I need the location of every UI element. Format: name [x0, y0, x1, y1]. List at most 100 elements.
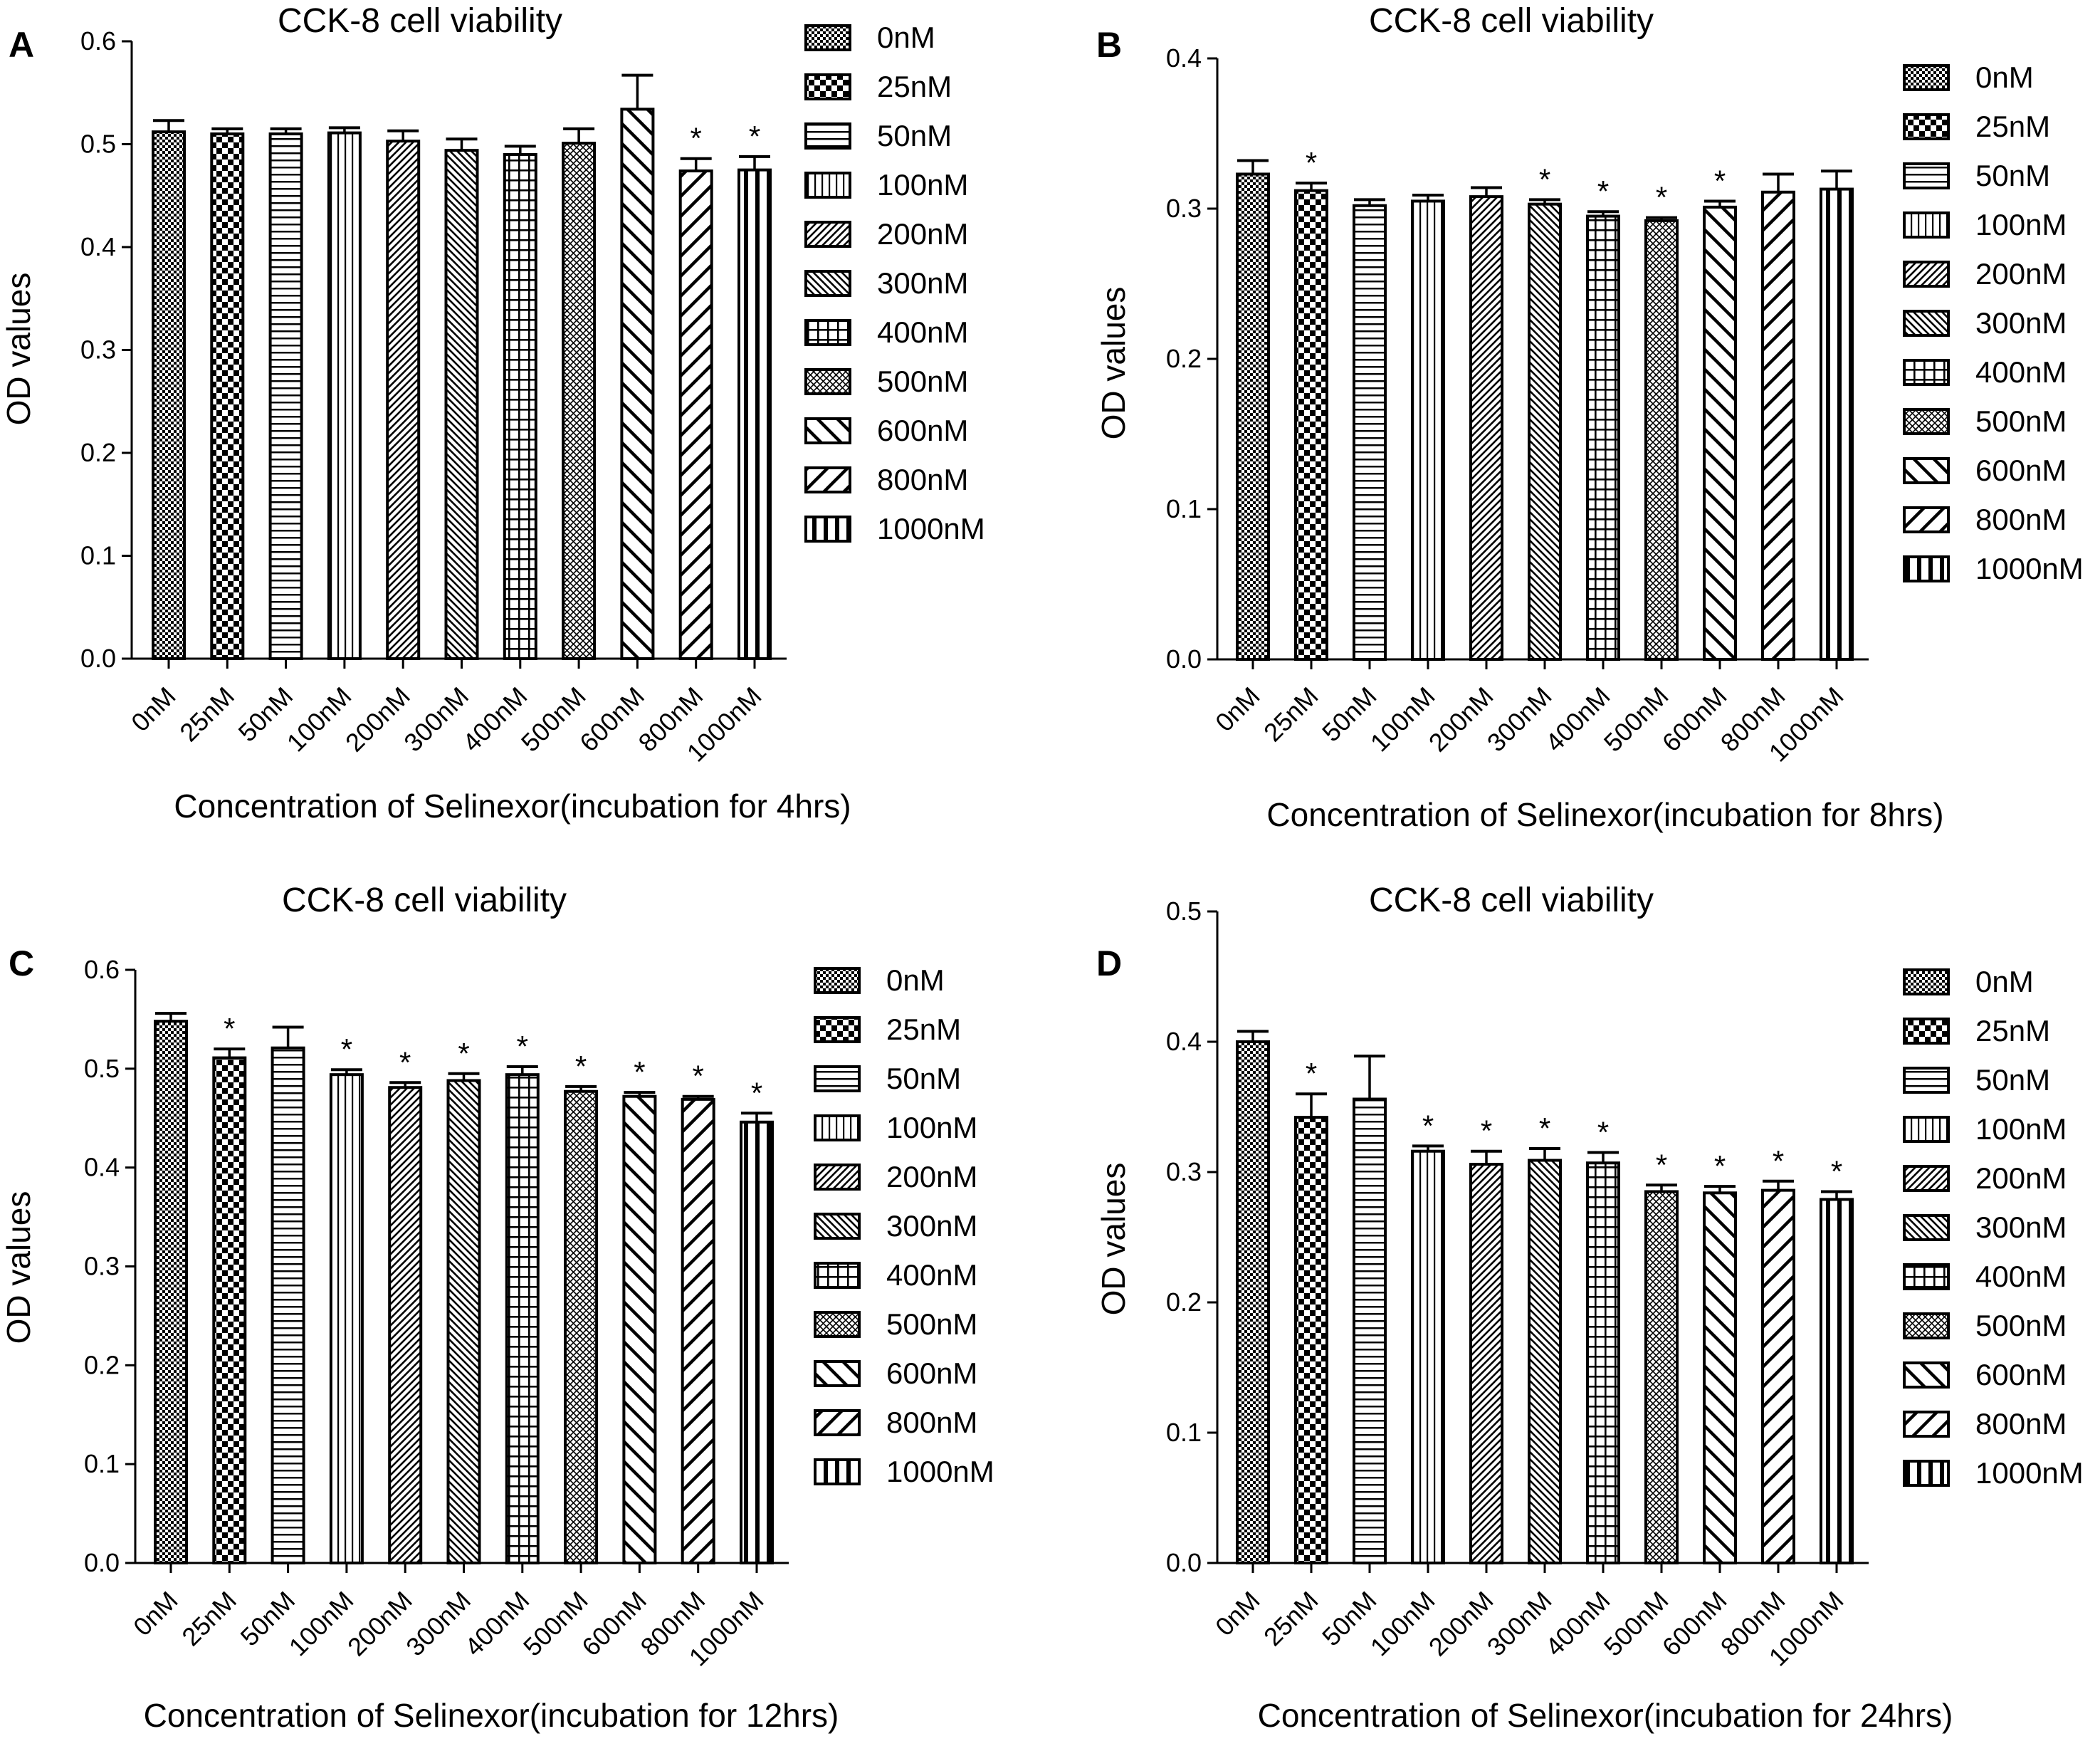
bar-25nm — [1294, 1116, 1328, 1564]
panel-c: C CCK-8 cell viability 0.0 0.1 0.2 0.3 0.4 0.5 0… — [0, 882, 994, 1734]
legend-swatch — [814, 1114, 861, 1141]
legend-swatch — [1903, 1312, 1950, 1339]
legend-swatch — [814, 1311, 861, 1338]
bar-200nm — [1469, 1163, 1503, 1564]
bar-500nm — [562, 142, 597, 660]
legend-label: 100nM — [1975, 208, 2067, 241]
y-tick-label: 0.0 — [84, 1548, 120, 1577]
legend-label: 100nM — [1975, 1112, 2067, 1146]
significance-star: * — [341, 1032, 352, 1066]
bar-25nm — [212, 1056, 247, 1564]
legend-label: 800nM — [877, 463, 968, 496]
legend-label: 400nM — [1975, 355, 2067, 389]
legend-swatch — [804, 516, 851, 543]
y-tick-label: 0.5 — [80, 130, 116, 159]
significance-star: * — [1539, 162, 1550, 196]
legend-swatch — [1903, 968, 1950, 995]
bar-600nm — [622, 1094, 657, 1564]
legend-swatch — [804, 417, 851, 444]
bar-300nm — [1528, 1159, 1562, 1564]
legend-label: 400nM — [877, 315, 968, 349]
bar-800nm — [1761, 190, 1795, 662]
legend-label: 0nM — [886, 963, 945, 997]
legend-label: 25nM — [1975, 1014, 2050, 1047]
legend-label: 100nM — [886, 1111, 977, 1144]
legend-label: 25nM — [877, 70, 952, 103]
significance-star: * — [1831, 1154, 1842, 1188]
legend-swatch — [1903, 1018, 1950, 1045]
bar-400nm — [1586, 214, 1620, 661]
legend: 0nM 25nM 50nM 100nM 200nM 300nM 400nM 500nM 600n… — [814, 963, 994, 1488]
bar-100nm — [1411, 199, 1445, 661]
significance-star: * — [1714, 164, 1726, 197]
x-axis-label: Concentration of Selinexor(incubation fo… — [144, 1697, 839, 1734]
y-tick-label: 0.1 — [1166, 1418, 1202, 1447]
legend-swatch — [814, 1065, 861, 1092]
y-axis-label: OD values — [1095, 287, 1132, 440]
y-tick-label: 0.1 — [84, 1449, 120, 1478]
panel-letter: B — [1096, 25, 1122, 65]
legend-swatch — [1903, 310, 1950, 337]
legend-swatch — [804, 270, 851, 297]
bar-500nm — [564, 1089, 599, 1564]
significance-star: * — [1422, 1109, 1434, 1142]
bar-1000nm — [740, 1120, 774, 1564]
y-tick-label: 0.0 — [80, 644, 116, 673]
bar-0nm — [152, 130, 186, 661]
legend-label: 300nM — [1975, 306, 2067, 340]
x-axis-label: Concentration of Selinexor(incubation fo… — [1266, 796, 1943, 833]
legend-label: 25nM — [1975, 110, 2050, 143]
chart-title: CCK-8 cell viability — [1369, 882, 1654, 919]
legend-label: 50nM — [1975, 1063, 2050, 1097]
legend-swatch — [804, 172, 851, 199]
legend-swatch — [814, 1458, 861, 1485]
legend-swatch — [814, 1409, 861, 1436]
legend-swatch — [814, 967, 861, 994]
legend-swatch — [1903, 1460, 1950, 1487]
bar-200nm — [386, 140, 421, 661]
significance-star: * — [224, 1012, 235, 1045]
legend-swatch — [804, 122, 851, 150]
legend-label: 800nM — [886, 1406, 977, 1439]
y-tick-label: 0.3 — [80, 335, 116, 365]
bar-0nm — [154, 1020, 188, 1564]
legend-swatch — [1903, 64, 1950, 91]
bar-200nm — [1469, 195, 1503, 661]
significance-star: * — [399, 1045, 411, 1079]
bar-400nm — [1586, 1161, 1620, 1564]
chart-title: CCK-8 cell viability — [1369, 2, 1654, 40]
y-tick-label: 0.1 — [1166, 494, 1202, 523]
legend-swatch — [1903, 555, 1950, 582]
y-tick-label: 0.5 — [1166, 896, 1202, 926]
y-tick-label: 0.5 — [84, 1054, 120, 1083]
significance-star: * — [1714, 1149, 1726, 1183]
panel-letter: C — [9, 943, 34, 983]
significance-star: * — [1656, 181, 1667, 214]
significance-star: * — [575, 1050, 587, 1083]
legend-swatch — [1903, 1214, 1950, 1241]
legend: 0nM 25nM 50nM 100nM 200nM 300nM 400nM 500nM 600n… — [1903, 61, 2084, 585]
legend-label: 600nM — [877, 414, 968, 447]
significance-star: * — [458, 1037, 469, 1070]
legend-swatch — [804, 319, 851, 346]
legend-label: 100nM — [877, 168, 968, 202]
bar-25nm — [210, 132, 245, 661]
bar-100nm — [329, 1073, 364, 1564]
bar-1000nm — [737, 168, 772, 660]
bar-100nm — [327, 131, 362, 661]
legend-swatch — [804, 221, 851, 248]
significance-star: * — [749, 120, 760, 153]
chart-title: CCK-8 cell viability — [282, 882, 567, 919]
legend: 0nM 25nM 50nM 100nM 200nM 300nM 400nM 500nM 600n… — [804, 21, 985, 545]
y-tick-label: 0.3 — [1166, 1157, 1202, 1186]
significance-star: * — [693, 1060, 704, 1093]
legend-swatch — [1903, 359, 1950, 386]
bar-500nm — [1644, 219, 1679, 661]
legend-swatch — [1903, 408, 1950, 435]
legend-swatch — [1903, 506, 1950, 533]
legend-label: 200nM — [1975, 1161, 2067, 1195]
legend-label: 600nM — [1975, 454, 2067, 487]
panel-a: A CCK-8 cell viability 0.0 0.1 0.2 0.3 0.4 0.5 0… — [0, 2, 985, 825]
legend-label: 300nM — [877, 266, 968, 300]
